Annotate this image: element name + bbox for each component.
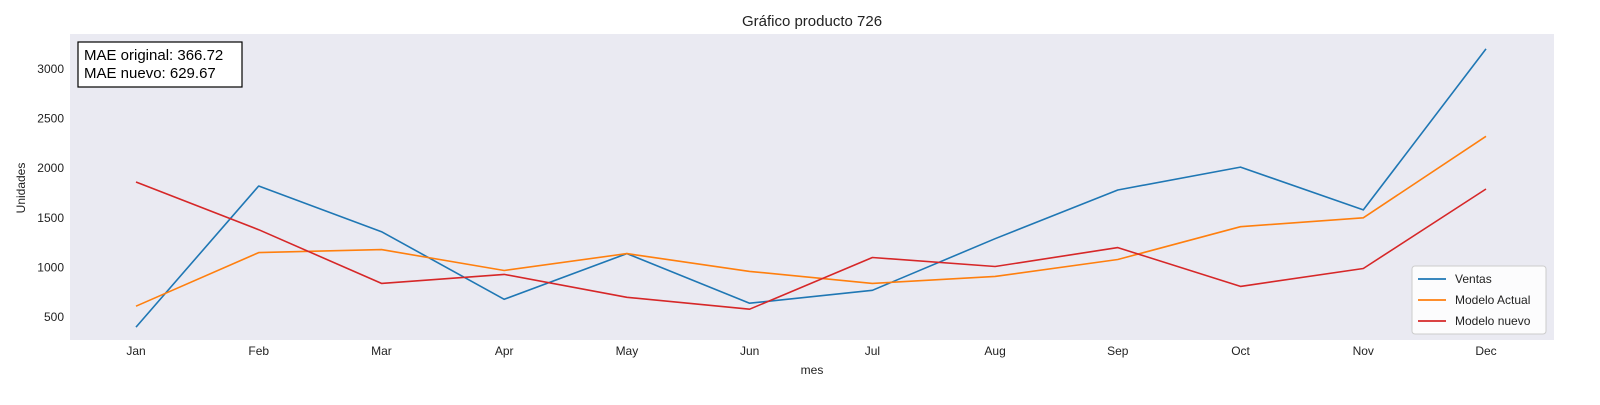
legend: Ventas Modelo Actual Modelo nuevo <box>1411 265 1547 335</box>
x-tick-label: Jul <box>865 344 880 358</box>
y-tick-label: 2500 <box>37 111 64 125</box>
series-layer <box>135 48 1487 328</box>
series-line-modelo-nuevo <box>135 181 1487 311</box>
legend-box <box>1411 265 1547 335</box>
x-tick-label: Jan <box>126 344 145 358</box>
x-axis-label: mes <box>801 363 824 377</box>
x-tick-label: Sep <box>1107 344 1129 358</box>
x-tick-label: May <box>616 344 639 358</box>
legend-label: Ventas <box>1455 272 1492 286</box>
x-tick-label: Oct <box>1231 344 1250 358</box>
y-tick-label: 1000 <box>37 260 64 274</box>
chart-title: Gráfico producto 726 <box>742 13 882 30</box>
x-tick-label: Nov <box>1353 344 1374 358</box>
plot-area <box>70 34 1554 340</box>
y-tick-label: 500 <box>44 310 64 324</box>
x-tick-label: Jun <box>740 344 759 358</box>
annotation-line-2: MAE nuevo: 629.67 <box>84 65 216 82</box>
mae-annotation: MAE original: 366.72 MAE nuevo: 629.67 <box>77 41 243 88</box>
legend-label: Modelo nuevo <box>1455 314 1531 328</box>
y-tick-label: 2000 <box>37 161 64 175</box>
x-tick-label: Dec <box>1475 344 1496 358</box>
x-axis-ticks: Jan Feb Mar Apr May Jun Jul Aug Sep Oct Nov Dec <box>126 344 1496 358</box>
x-tick-label: Aug <box>984 344 1005 358</box>
series-line-ventas <box>135 48 1487 328</box>
y-axis-ticks: 500 1000 1500 2000 2500 3000 <box>37 62 64 324</box>
legend-label: Modelo Actual <box>1455 293 1530 307</box>
series-line-modelo-actual <box>135 135 1487 307</box>
y-axis-label: Unidades <box>14 163 28 214</box>
y-tick-label: 1500 <box>37 211 64 225</box>
y-tick-label: 3000 <box>37 62 64 76</box>
x-tick-label: Apr <box>495 344 514 358</box>
annotation-line-1: MAE original: 366.72 <box>84 47 223 64</box>
annotation-box <box>77 41 243 88</box>
x-tick-label: Feb <box>248 344 269 358</box>
x-tick-label: Mar <box>371 344 392 358</box>
